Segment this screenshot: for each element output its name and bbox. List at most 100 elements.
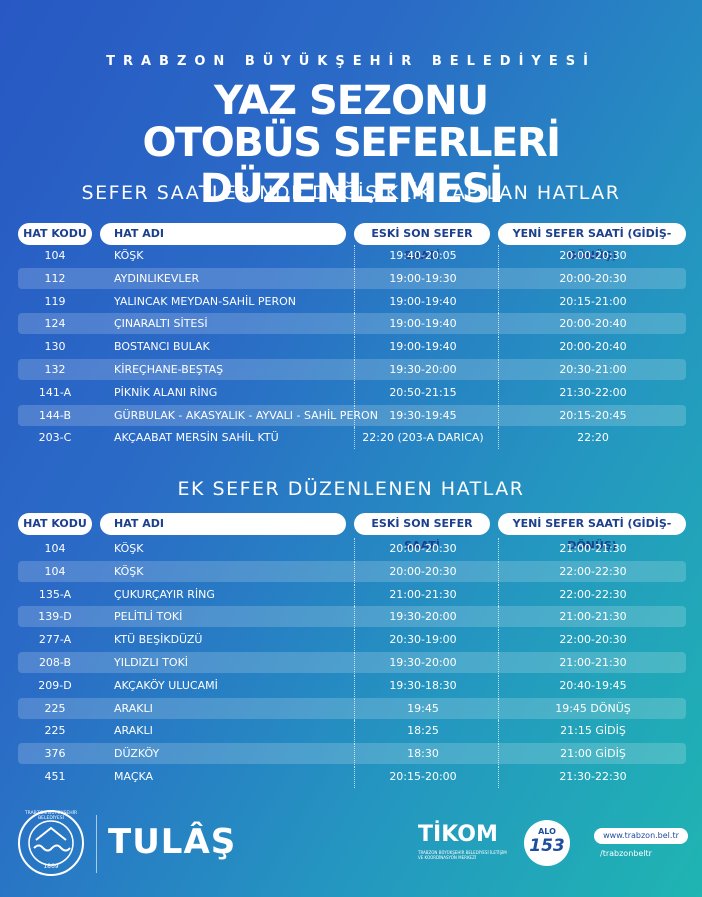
column-header: HAT ADI [100,223,346,245]
table-cell: 209-D [38,678,72,692]
table-cell: 277-A [38,633,72,647]
column-header: HAT KODU [18,513,92,535]
table-cell: 20:30-19:00 [354,629,491,652]
table-cell: 19:00-19:40 [354,313,491,336]
table-cell: 18:30 [354,743,491,766]
table-cell: ÇUKURÇAYIR RİNG [114,587,215,601]
column-header: ESKİ SON SEFER SAATİ [354,223,490,262]
table-cell: 21:00-21:30 [498,538,687,560]
table-cell: 21:30-22:00 [498,381,687,404]
table-cell: 451 [44,770,66,783]
table-cell: 20:50-21:15 [354,381,491,404]
table-cell: 104 [44,542,66,555]
table-cell: 144-B [38,408,72,422]
table-cell: ARAKLI [114,701,153,715]
table-cell: DÜZKÖY [114,747,160,761]
alo-badge: ALO 153 [524,820,570,866]
table-cell: KİREÇHANE-BEŞTAŞ [114,363,224,376]
title: YAZ SEZONU [213,78,489,124]
column-header: ESKİ SON SEFER SAATİ [354,513,490,552]
column-header: HAT ADI [100,513,346,535]
row-stripe [18,606,686,628]
section-title: SEFER SAATLERİNDE DEĞİŞİKLİK YAPILAN HAT… [81,182,621,204]
table-cell: KÖŞK [114,564,144,578]
table-cell: 20:15-21:00 [498,290,687,313]
table-cell: 20:00-20:30 [498,245,687,267]
table-cell: PİKNİK ALANI RİNG [114,385,218,399]
table-cell: 21:00 GİDİŞ [498,743,687,766]
table-cell: 19:40-20:05 [354,245,491,267]
table-cell: 20:40-19:45 [498,674,687,697]
divider [96,815,97,873]
table-cell: 21:00-21:30 [354,583,491,606]
table-cell: 22:20 [498,427,687,450]
table-cell: 132 [44,363,66,376]
column-header: HAT KODU [18,223,92,245]
row-stripe [18,267,686,289]
table-cell: 130 [44,340,66,354]
table-cell: 20:15-20:00 [354,766,491,788]
table-cell: 135-A [38,587,72,601]
table-cell: 20:00-20:40 [498,336,687,359]
org-name: TRABZON BÜYÜKŞEHİR BELEDİYESİ [106,54,596,69]
table-cell: 124 [44,317,66,331]
row-stripe [18,652,686,673]
table-cell: PELİTLİ TOKİ [114,610,183,624]
table-cell: 20:00-20:40 [498,313,687,336]
tikom: TİKOM [418,822,498,847]
table-cell: 22:00-20:30 [498,629,687,652]
table-cell: AKÇAKÖY ULUCAMİ [114,678,218,692]
table-cell: 22:00-22:30 [498,560,687,583]
table-cell: KTÜ BEŞİKDÜZÜ [114,633,203,647]
section-title: EK SEFER DÜZENLENEN HATLAR [177,478,525,500]
table-cell: BOSTANCI BULAK [114,340,210,354]
row-stripe [18,697,686,719]
tikom-sub: TRABZON BÜYÜKŞEHİR BELEDİYESİ İLETİŞİM V… [418,850,507,860]
alo-number: 153 [529,836,565,856]
table-cell: 22:00-22:30 [498,583,687,606]
table-cell: 20:30-21:00 [498,359,687,381]
seal [18,810,84,876]
table-cell: 18:25 [354,720,491,743]
table-cell: 20:00-20:30 [498,267,687,290]
table-cell: YILDIZLI TOKİ [114,656,189,669]
table-cell: 19:00-19:30 [354,267,491,290]
table-cell: AKÇAABAT MERSİN SAHİL KTÜ [114,431,279,445]
table-cell: 19:30-20:00 [354,606,491,629]
row-stripe [18,404,686,426]
table-cell: 119 [44,294,66,308]
table-cell: 376 [44,747,66,761]
table-cell: 104 [44,249,66,262]
alo: ALO [538,827,556,836]
table-cell: 19:45 [354,697,491,720]
column-header: YENİ SEFER SAATİ (GİDİŞ-DÖNÜŞ) [498,513,686,552]
table-cell: 20:00-20:30 [354,538,491,560]
table-cell: 225 [44,724,66,738]
table-cell: 19:30-20:00 [354,652,491,674]
seal-year: 1869 [43,863,59,870]
table-cell: 21:30-22:30 [498,766,687,788]
table-cell: KÖŞK [114,542,144,555]
social[interactable]: /trabzonbeltr [600,849,652,858]
table-cell: 21:00-21:30 [498,606,687,629]
website[interactable]: www.trabzon.bel.tr [594,828,688,844]
table-cell: 19:45 DÖNÜŞ [498,697,687,720]
table-cell: 203-C [38,431,72,445]
column-header: YENİ SEFER SAATİ (GİDİŞ-DÖNÜŞ) [498,223,686,262]
table-cell: ARAKLI [114,724,153,738]
table-cell: 22:20 (203-A DARICA) [354,427,491,450]
table-cell: 21:15 GİDİŞ [498,720,687,743]
table-cell: 19:00-19:40 [354,290,491,313]
table-cell: 112 [44,271,66,285]
title: OTOBÜS SEFERLERİ DÜZENLEMESİ [142,120,561,212]
table-cell: KÖŞK [114,249,144,262]
table-cell: 139-D [38,610,72,624]
table-cell: YALINCAK MEYDAN-SAHİL PERON [114,294,297,308]
brand: TULÂŞ [108,822,237,862]
row-stripe [18,359,686,380]
seal-text: TRABZON BÜYÜKŞEHİR BELEDİYESİ [24,811,78,821]
table-cell: 208-B [38,656,72,669]
